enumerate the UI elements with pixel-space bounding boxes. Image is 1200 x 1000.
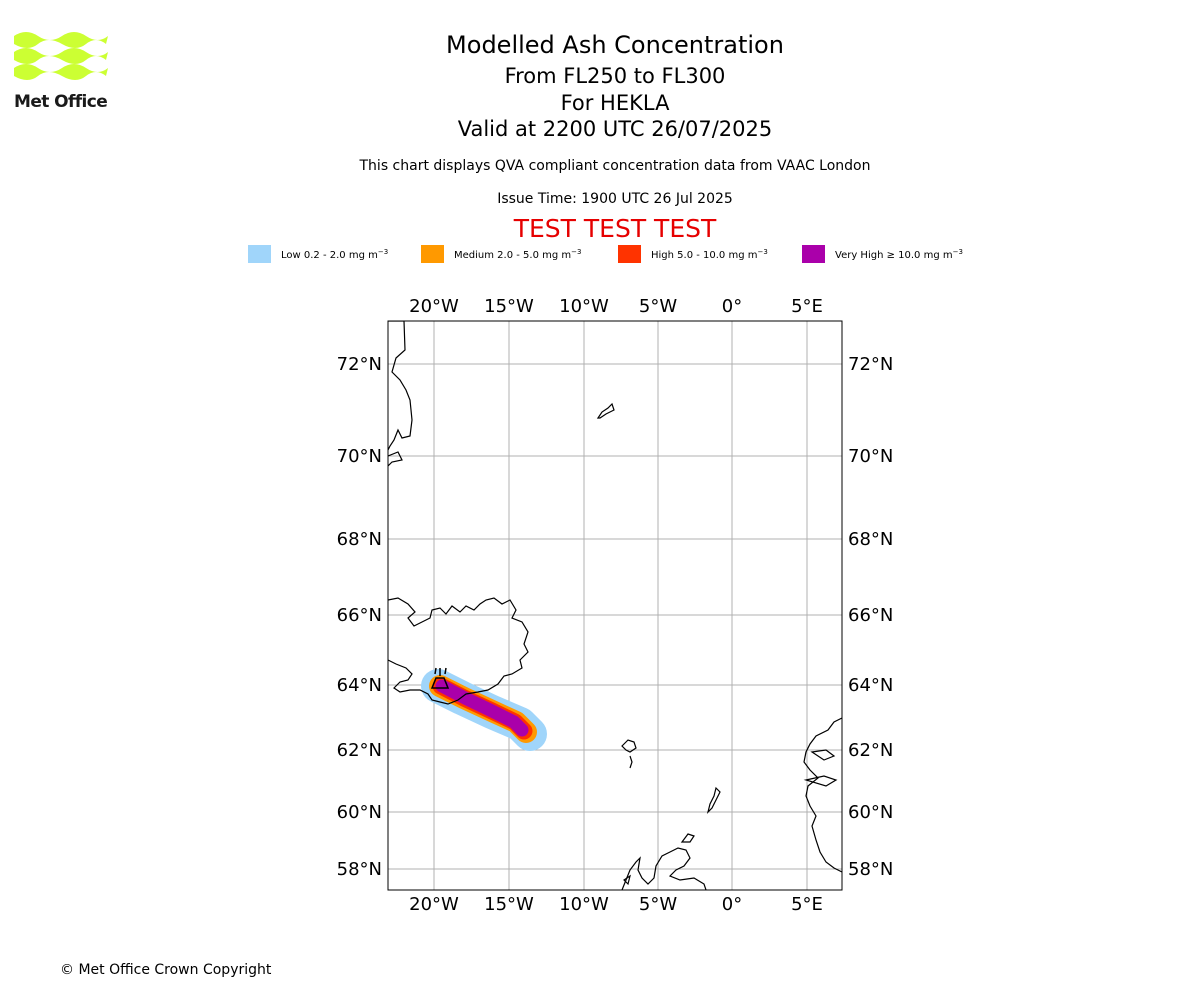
- jan-mayen-coastline: [596, 402, 615, 419]
- legend-label-medium: Medium 2.0 - 5.0 mg m−3: [454, 247, 582, 261]
- lat-tick: 64°N: [337, 675, 382, 696]
- lat-tick: 70°N: [848, 446, 893, 467]
- valid-time: Valid at 2200 UTC 26/07/2025: [457, 117, 773, 141]
- lon-tick: 10°W: [559, 296, 609, 317]
- lat-ticks-right: 72°N 70°N 68°N 66°N 64°N 62°N 60°N 58°N: [848, 354, 893, 880]
- faroe-islands-coastline: [621, 739, 637, 769]
- legend-swatch-medium: [421, 245, 444, 263]
- lon-tick: 5°W: [639, 296, 677, 317]
- met-office-logo: Met Office: [14, 30, 108, 112]
- legend-swatch-high: [618, 245, 641, 263]
- lat-tick: 62°N: [337, 740, 382, 761]
- lat-tick: 68°N: [848, 529, 893, 550]
- lon-ticks-bottom: 20°W 15°W 10°W 5°W 0° 5°E: [409, 894, 823, 915]
- iceland-coastline: [388, 597, 529, 705]
- legend-item-high: High 5.0 - 10.0 mg m−3: [618, 244, 768, 264]
- lon-ticks-top: 20°W 15°W 10°W 5°W 0° 5°E: [409, 296, 823, 317]
- norway-coastline: [803, 717, 842, 873]
- legend-item-low: Low 0.2 - 2.0 mg m−3: [248, 244, 388, 264]
- lat-tick: 62°N: [848, 740, 893, 761]
- lon-tick: 5°E: [791, 894, 823, 915]
- copyright-notice: © Met Office Crown Copyright: [60, 962, 272, 978]
- issue-time: Issue Time: 1900 UTC 26 Jul 2025: [497, 191, 733, 207]
- lon-tick: 0°: [722, 296, 742, 317]
- chart-description: This chart displays QVA compliant concen…: [359, 158, 871, 174]
- lon-tick: 5°W: [639, 894, 677, 915]
- shetland-coastline: [706, 786, 721, 814]
- legend-label-very-high: Very High ≥ 10.0 mg m−3: [835, 247, 963, 261]
- coastlines: [388, 321, 842, 890]
- map-frame: [387, 320, 843, 891]
- lat-tick: 66°N: [848, 605, 893, 626]
- lon-tick: 20°W: [409, 894, 459, 915]
- lon-tick: 0°: [722, 894, 742, 915]
- flight-level-range: From FL250 to FL300: [504, 64, 726, 88]
- volcano-marker-icon: [430, 667, 450, 689]
- test-banner: TEST TEST TEST: [513, 214, 717, 243]
- legend-swatch-very-high: [802, 245, 825, 263]
- gridlines: [388, 321, 842, 890]
- met-office-wave-logo-icon: [14, 32, 108, 80]
- lat-tick: 68°N: [337, 529, 382, 550]
- ash-plume: [421, 669, 547, 751]
- legend-item-very-high: Very High ≥ 10.0 mg m−3: [802, 244, 963, 264]
- lat-tick: 64°N: [848, 675, 893, 696]
- lat-tick: 60°N: [848, 802, 893, 823]
- ash-very-high-layer: [435, 679, 529, 737]
- lat-tick: 72°N: [337, 354, 382, 375]
- lon-tick: 15°W: [484, 296, 534, 317]
- legend-swatch-low: [248, 245, 271, 263]
- lat-tick: 66°N: [337, 605, 382, 626]
- lon-tick: 20°W: [409, 296, 459, 317]
- volcano-name: For HEKLA: [560, 91, 670, 115]
- lat-tick: 58°N: [337, 859, 382, 880]
- lon-tick: 5°E: [791, 296, 823, 317]
- lat-tick: 70°N: [337, 446, 382, 467]
- legend-item-medium: Medium 2.0 - 5.0 mg m−3: [421, 244, 581, 264]
- lat-tick: 60°N: [337, 802, 382, 823]
- legend-label-low: Low 0.2 - 2.0 mg m−3: [281, 247, 389, 261]
- lat-ticks-left: 72°N 70°N 68°N 66°N 64°N 62°N 60°N 58°N: [337, 354, 382, 880]
- legend-label-high: High 5.0 - 10.0 mg m−3: [651, 247, 768, 261]
- logo-text: Met Office: [14, 92, 108, 112]
- greenland-coastline: [388, 321, 413, 451]
- chart-title: Modelled Ash Concentration: [446, 31, 784, 59]
- lon-tick: 10°W: [559, 894, 609, 915]
- lon-tick: 15°W: [484, 894, 534, 915]
- scotland-coastline: [621, 847, 707, 890]
- lat-tick: 72°N: [848, 354, 893, 375]
- lat-tick: 58°N: [848, 859, 893, 880]
